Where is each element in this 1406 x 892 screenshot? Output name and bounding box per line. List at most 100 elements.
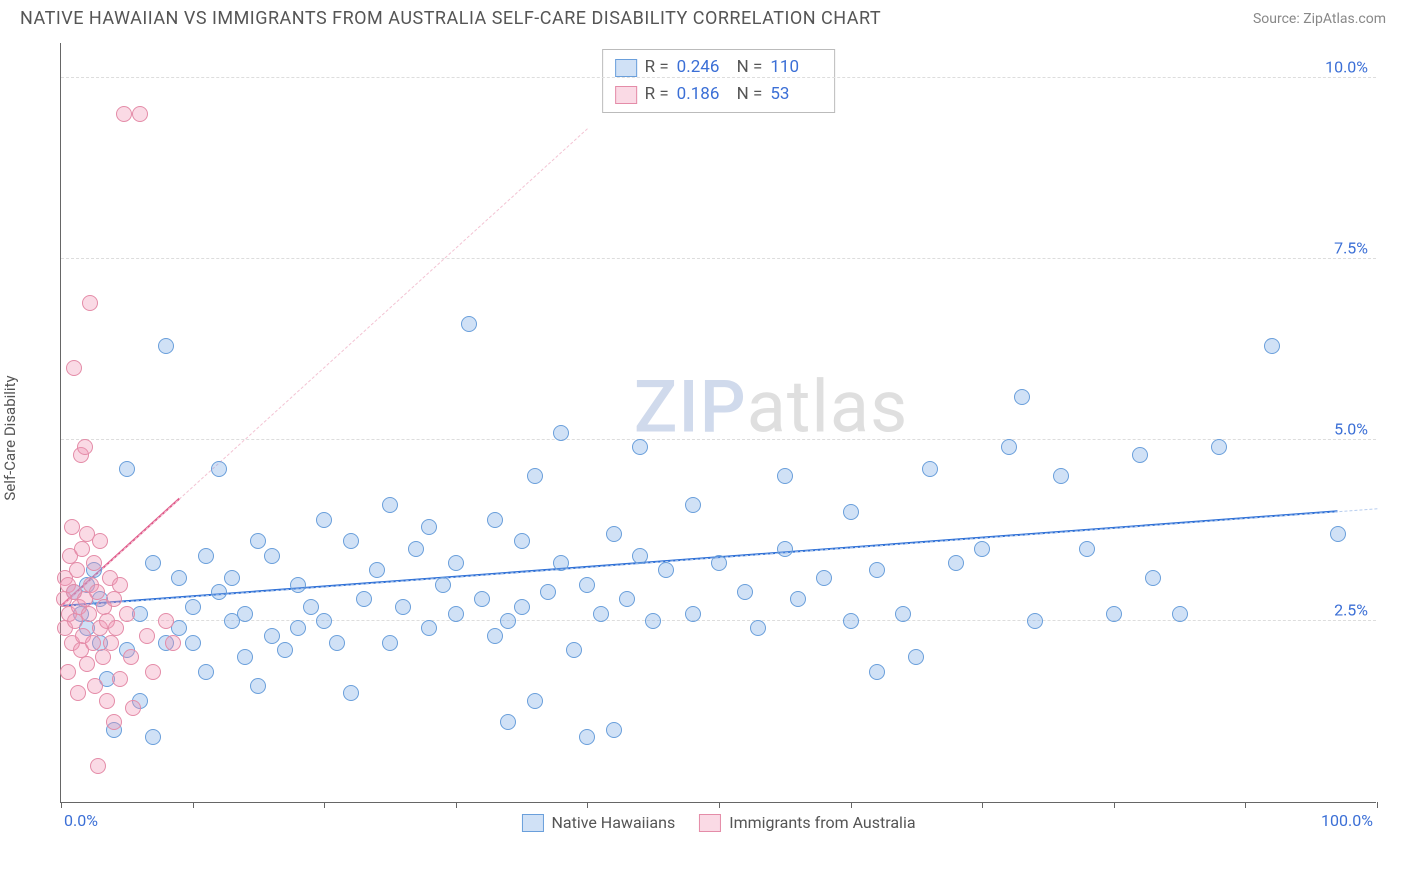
x-tick-mark (456, 802, 457, 808)
scatter-point (948, 555, 964, 571)
scatter-point (60, 664, 76, 680)
y-tick-label: 7.5% (1334, 239, 1368, 258)
y-tick-label: 2.5% (1334, 601, 1368, 620)
legend-swatch-bottom-1 (521, 814, 543, 832)
scatter-point (145, 555, 161, 571)
scatter-point (448, 606, 464, 622)
legend-label-series-1: Native Hawaiians (551, 813, 675, 832)
scatter-point (86, 555, 102, 571)
legend-n-label: N = (737, 81, 763, 108)
scatter-point (816, 570, 832, 586)
scatter-point (685, 606, 701, 622)
scatter-point (185, 635, 201, 651)
scatter-point (922, 461, 938, 477)
scatter-point (158, 613, 174, 629)
scatter-point (474, 591, 490, 607)
watermark: ZIPatlas (634, 365, 908, 450)
x-tick-mark (61, 802, 62, 808)
scatter-point (90, 758, 106, 774)
scatter-point (421, 620, 437, 636)
legend-series-names: Native Hawaiians Immigrants from Austral… (521, 813, 915, 832)
legend-swatch-bottom-2 (699, 814, 721, 832)
scatter-point (408, 541, 424, 557)
scatter-point (81, 606, 97, 622)
scatter-point (103, 635, 119, 651)
scatter-point (1211, 439, 1227, 455)
scatter-point (112, 671, 128, 687)
scatter-point (290, 577, 306, 593)
scatter-point (553, 555, 569, 571)
legend-r-value-2: 0.186 (677, 81, 729, 108)
scatter-point (171, 570, 187, 586)
scatter-point (79, 656, 95, 672)
scatter-point (303, 599, 319, 615)
scatter-point (619, 591, 635, 607)
scatter-point (224, 570, 240, 586)
scatter-point (974, 541, 990, 557)
scatter-point (1027, 613, 1043, 629)
scatter-point (77, 439, 93, 455)
scatter-point (869, 664, 885, 680)
scatter-point (211, 584, 227, 600)
scatter-point (185, 599, 201, 615)
scatter-point (119, 461, 135, 477)
scatter-point (777, 541, 793, 557)
chart-title: NATIVE HAWAIIAN VS IMMIGRANTS FROM AUSTR… (20, 8, 881, 29)
scatter-point (145, 729, 161, 745)
scatter-point (487, 628, 503, 644)
x-tick-mark (587, 802, 588, 808)
x-tick-mark (193, 802, 194, 808)
scatter-point (527, 468, 543, 484)
scatter-point (606, 526, 622, 542)
scatter-point (685, 497, 701, 513)
x-tick-label: 0.0% (64, 811, 98, 830)
scatter-point (125, 700, 141, 716)
scatter-point (82, 295, 98, 311)
scatter-point (277, 642, 293, 658)
scatter-point (421, 519, 437, 535)
scatter-point (116, 106, 132, 122)
scatter-point (435, 577, 451, 593)
scatter-point (1014, 389, 1030, 405)
scatter-point (843, 504, 859, 520)
scatter-point (198, 548, 214, 564)
scatter-point (106, 591, 122, 607)
chart-header: NATIVE HAWAIIAN VS IMMIGRANTS FROM AUSTR… (0, 0, 1406, 33)
scatter-point (369, 562, 385, 578)
y-tick-label: 5.0% (1334, 420, 1368, 439)
scatter-point (69, 562, 85, 578)
scatter-point (579, 577, 595, 593)
scatter-point (632, 439, 648, 455)
scatter-point (1106, 606, 1122, 622)
scatter-point (553, 425, 569, 441)
scatter-point (1145, 570, 1161, 586)
scatter-point (356, 591, 372, 607)
scatter-point (632, 548, 648, 564)
x-tick-mark (1114, 802, 1115, 808)
x-tick-mark (324, 802, 325, 808)
scatter-point (514, 599, 530, 615)
legend-swatch-series-1 (615, 59, 637, 77)
scatter-point (777, 468, 793, 484)
scatter-point (1079, 541, 1095, 557)
scatter-point (316, 512, 332, 528)
scatter-point (264, 548, 280, 564)
scatter-point (750, 620, 766, 636)
scatter-point (895, 606, 911, 622)
plot-area: ZIPatlas R = 0.246 N = 110 R = 0.186 N =… (60, 43, 1376, 803)
scatter-point (461, 316, 477, 332)
x-tick-label: 100.0% (1321, 811, 1373, 830)
scatter-point (95, 649, 111, 665)
scatter-point (843, 613, 859, 629)
scatter-point (64, 519, 80, 535)
scatter-point (106, 714, 122, 730)
legend-n-value-2: 53 (770, 81, 822, 108)
scatter-point (1132, 447, 1148, 463)
y-axis-label: Self-Care Disability (1, 375, 19, 500)
scatter-point (92, 533, 108, 549)
scatter-point (1264, 338, 1280, 354)
scatter-point (869, 562, 885, 578)
scatter-point (237, 649, 253, 665)
watermark-zip: ZIP (634, 365, 747, 450)
scatter-point (711, 555, 727, 571)
